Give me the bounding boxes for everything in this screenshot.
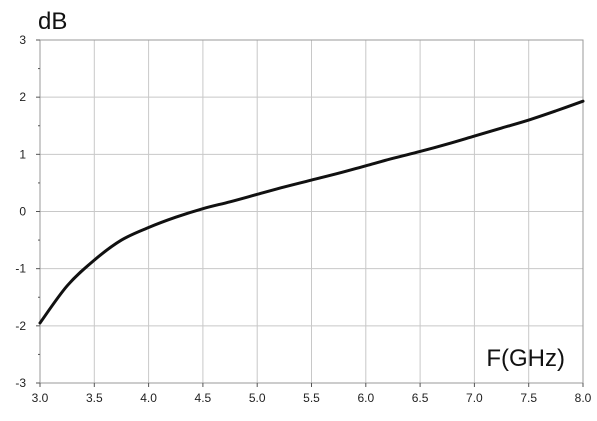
x-tick-label: 6.5 [412,391,429,405]
series-group [38,99,585,325]
x-axis-tick-labels: 3.0 3.5 4.0 4.5 5.0 5.5 6.0 6.5 7.0 7.5 8.0 [32,391,592,405]
x-tick-label: 5.0 [249,391,266,405]
y-tick-label: 2 [19,90,26,104]
x-tick-label: 3.5 [86,391,103,405]
x-tick-label: 3.0 [32,391,49,405]
x-tick-label: 8.0 [575,391,592,405]
y-tick-label: 1 [19,147,26,161]
y-axis-tick-labels: 3 2 1 0 -1 -2 -3 [15,33,26,390]
x-tick-label: 5.5 [303,391,320,405]
x-tick-label: 7.5 [520,391,537,405]
grid [39,39,584,384]
series-line-1 [38,99,585,325]
tick-marks [36,39,584,387]
x-tick-label: 4.0 [140,391,157,405]
x-tick-label: 4.5 [195,391,212,405]
x-axis-title: F(GHz) [486,345,565,372]
x-tick-label: 7.0 [466,391,483,405]
y-tick-label: -2 [15,319,26,333]
y-tick-label: -3 [15,376,26,390]
y-tick-label: 3 [19,33,26,47]
y-tick-label: -1 [15,262,26,276]
x-tick-label: 6.0 [357,391,374,405]
y-tick-label: 0 [19,205,26,219]
y-axis-title: dB [38,8,67,35]
